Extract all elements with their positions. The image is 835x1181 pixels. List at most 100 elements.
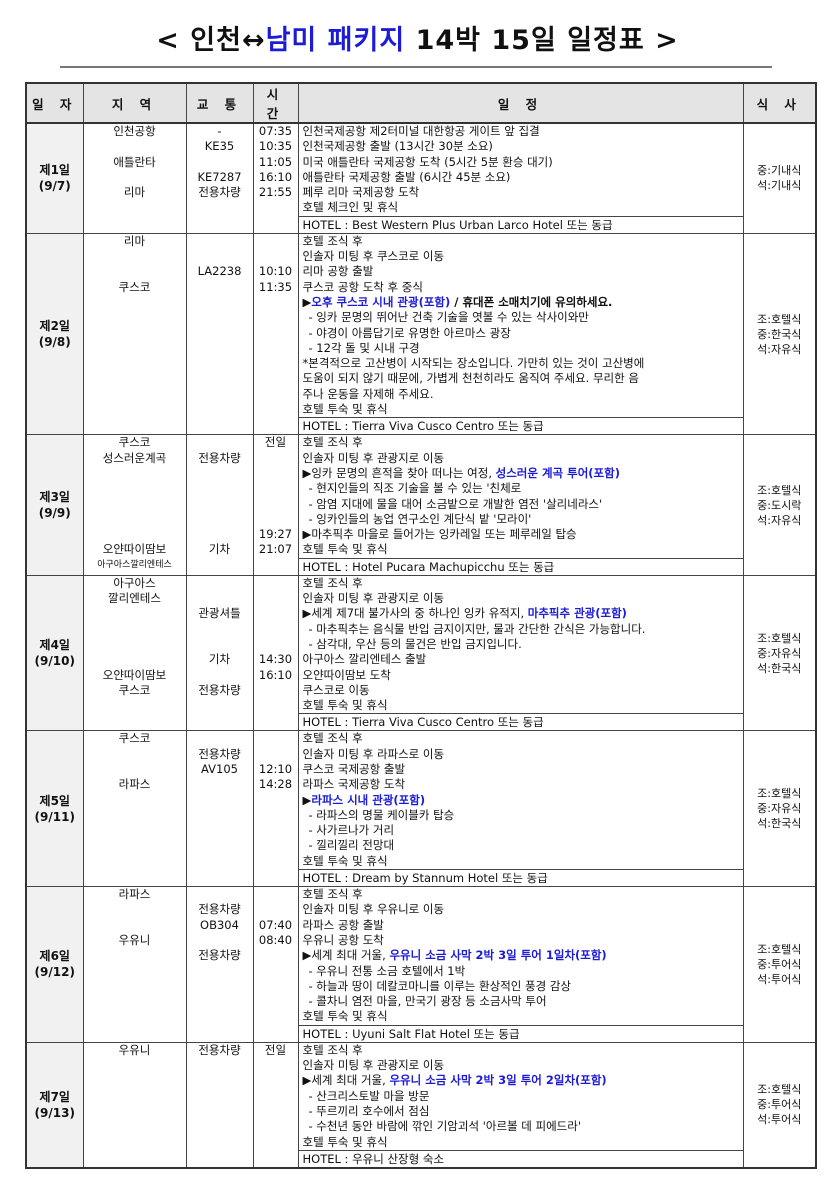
- schedule-cell: 호텔 조식 후 인솔자 미팅 후 쿠스코로 이동 리마 공항 출발 쿠스코 공항 도착…: [297, 232, 744, 436]
- area-line: [84, 249, 186, 264]
- schedule-line: 주나 운동을 자제해 주세요.: [303, 387, 743, 402]
- schedule-line: ▶세계 제7대 불가사의 중 하나인 잉카 유적지, 마추픽추 관광(포함): [303, 606, 743, 621]
- header-schedule: 일 정: [297, 82, 744, 124]
- time-line: 11:05: [258, 154, 293, 169]
- area-line: [84, 762, 186, 777]
- transport-line: [187, 887, 253, 902]
- schedule-line: 인솔자 미팅 후 라파스로 이동: [303, 747, 743, 762]
- day-date: (9/13): [34, 1105, 75, 1120]
- schedule-line: 미국 애틀란타 국제공항 도착 (5시간 5분 환승 대기): [303, 155, 743, 170]
- schedule-text: 호텔 투숙 및 휴식: [302, 698, 388, 713]
- schedule-line: ▶세계 최대 거울, 우유니 소금 사막 2박 3일 투어 2일차(포함): [303, 1073, 743, 1088]
- meal-item: 조:호텔식: [757, 1083, 802, 1097]
- schedule-highlight: 마추픽추 관광(포함): [527, 606, 627, 621]
- area-line: 쿠스코: [118, 731, 151, 746]
- time-line: [254, 481, 298, 496]
- transport-line: [187, 637, 253, 652]
- transport-line: OB304: [200, 917, 239, 932]
- schedule-cell: 호텔 조식 후 인솔자 미팅 후 우유니로 이동 라파스 공항 출발 우유니 공항 도…: [297, 886, 744, 1043]
- meal-item: 석:자유식: [757, 342, 802, 356]
- area-line: [84, 527, 186, 542]
- day-date: (9/8): [38, 335, 71, 350]
- schedule-text: 인솔자 미팅 후 우유니로 이동: [302, 902, 445, 917]
- transport-line: [187, 591, 253, 606]
- time-line: 16:10: [258, 667, 293, 682]
- schedule-text: ▶: [302, 792, 312, 807]
- schedule-text: - 12각 돌 및 시내 구경: [308, 340, 420, 355]
- transport-line: [187, 435, 253, 450]
- area-line: 애틀란타: [113, 154, 156, 169]
- time-line: [254, 497, 298, 512]
- schedule-line: - 우유니 전통 소금 호텔에서 1박: [303, 964, 743, 979]
- schedule-highlight: 라파스 시내 관광(포함): [311, 792, 426, 807]
- time-line: 14:28: [258, 777, 293, 792]
- transport-line: [187, 731, 253, 746]
- header-time: 시 간: [252, 82, 299, 124]
- area-line: 라파스: [118, 777, 151, 792]
- day-row: 제4일 (9/10) 아구아스 깔리엔테스 오얀따이땀보 쿠스코 관광셔틀 기차 전용차량 14:…: [25, 574, 817, 732]
- schedule-line: 호텔 투숙 및 휴식: [303, 1135, 743, 1150]
- time-cell: 10:10 11:35: [252, 232, 299, 436]
- hotel-line: HOTEL : Tierra Viva Cusco Centro 또는 동급: [298, 417, 743, 434]
- time-line: [254, 249, 298, 264]
- area-line: [84, 622, 186, 637]
- time-cell: 전일: [252, 1041, 299, 1169]
- schedule-text: - 야경이 아름답기로 유명한 아르마스 광장: [308, 325, 511, 340]
- time-line: 08:40: [258, 932, 293, 947]
- hotel-line: HOTEL : 우유니 산장형 숙소: [298, 1149, 743, 1167]
- schedule-text: ▶세계 최대 거울,: [302, 948, 390, 963]
- transport-cell: 관광셔틀 기차 전용차량: [185, 574, 254, 732]
- meals-cell: 중:기내식 석:기내식: [742, 122, 817, 234]
- schedule-text: 쿠스코 공항 도착 후 중식: [302, 279, 423, 294]
- schedule-line: 인솔자 미팅 후 쿠스코로 이동: [303, 249, 743, 264]
- schedule-line: 호텔 투숙 및 휴식: [303, 1009, 743, 1024]
- schedule-line: - 콜차니 염전 마을, 만국기 광장 등 소금사막 투어: [303, 994, 743, 1009]
- area-line: 인천공항: [113, 124, 156, 138]
- schedule-line: 호텔 조식 후: [303, 234, 743, 249]
- time-line: [254, 234, 298, 249]
- schedule-text: 도움이 되지 않기 때문에, 가볍게 천천히라도 움직여 주세요. 무리한 음: [302, 371, 639, 386]
- title-underline: [60, 66, 772, 68]
- transport-line: [187, 576, 253, 591]
- area-line: 우유니: [118, 1042, 151, 1057]
- schedule-line: 인천국제공항 제2터미널 대한항공 게이트 앞 집결: [303, 124, 743, 139]
- meal-item: 석:한국식: [757, 661, 802, 675]
- schedule-text: 호텔 조식 후: [302, 887, 363, 902]
- meals-cell: 조:호텔식 중:자유식 석:한국식: [742, 730, 817, 888]
- day-row: 제7일 (9/13) 우유니 전용차량 전일 호텔 조식 후 인솔자 미팅 후 관광지로 이…: [25, 1041, 817, 1169]
- transport-line: -: [217, 124, 222, 138]
- hotel-line: HOTEL : Tierra Viva Cusco Centro 또는 동급: [298, 713, 743, 730]
- schedule-line: *본격적으로 고산병이 시작되는 장소입니다. 가만히 있는 것이 고산병에: [303, 356, 743, 371]
- transport-cell: - KE35 KE7287 전용차량: [185, 122, 254, 234]
- schedule-text: 쿠스코로 이동: [302, 682, 370, 697]
- schedule-text: 호텔 투숙 및 휴식: [302, 1134, 388, 1149]
- schedule-text: - 삼각대, 우산 등의 물건은 반입 금지입니다.: [308, 636, 522, 651]
- transport-line: 전용차량: [198, 682, 241, 697]
- schedule-line: 쿠스코 국제공항 출발: [303, 762, 743, 777]
- schedule-text: 오얀따이땀보 도착: [302, 667, 391, 682]
- schedule-text: - 뚜르끼리 호수에서 점심: [308, 1103, 430, 1118]
- time-cell: 12:10 14:28: [252, 730, 299, 888]
- schedule-line: 도움이 되지 않기 때문에, 가볍게 천천히라도 움직여 주세요. 무리한 음: [303, 371, 743, 386]
- transport-line: [187, 933, 253, 948]
- schedule-text: 리마 공항 출발: [302, 264, 374, 279]
- time-cell: 14:30 16:10: [252, 574, 299, 732]
- hotel-line: HOTEL : Best Western Plus Urban Larco Ho…: [298, 215, 743, 233]
- schedule-text: 호텔 투숙 및 휴식: [302, 853, 388, 868]
- schedule-text: - 라파스의 명물 케이블카 탑승: [308, 807, 455, 822]
- schedule-text: 호텔 투숙 및 휴식: [302, 542, 388, 557]
- area-line: 쿠스코: [118, 435, 151, 450]
- schedule-text: 미국 애틀란타 국제공항 도착 (5시간 5분 환승 대기): [302, 154, 553, 169]
- transport-cell: 전용차량 OB304 전용차량: [185, 886, 254, 1043]
- area-line: [84, 466, 186, 481]
- schedule-line: 페루 리마 국제공항 도착: [303, 185, 743, 200]
- meal-item: 조:호텔식: [757, 631, 802, 645]
- schedule-text: - 잉카인들의 농업 연구소인 계단식 밭 '모라이': [308, 511, 532, 526]
- time-line: 21:07: [258, 542, 293, 557]
- day-cell: 제2일 (9/8): [25, 232, 84, 436]
- area-line: 우유니: [118, 932, 151, 947]
- schedule-line: 쿠스코로 이동: [303, 683, 743, 698]
- day-label: 제5일: [39, 793, 70, 808]
- day-date: (9/7): [38, 179, 71, 194]
- area-line: 리마: [123, 185, 146, 200]
